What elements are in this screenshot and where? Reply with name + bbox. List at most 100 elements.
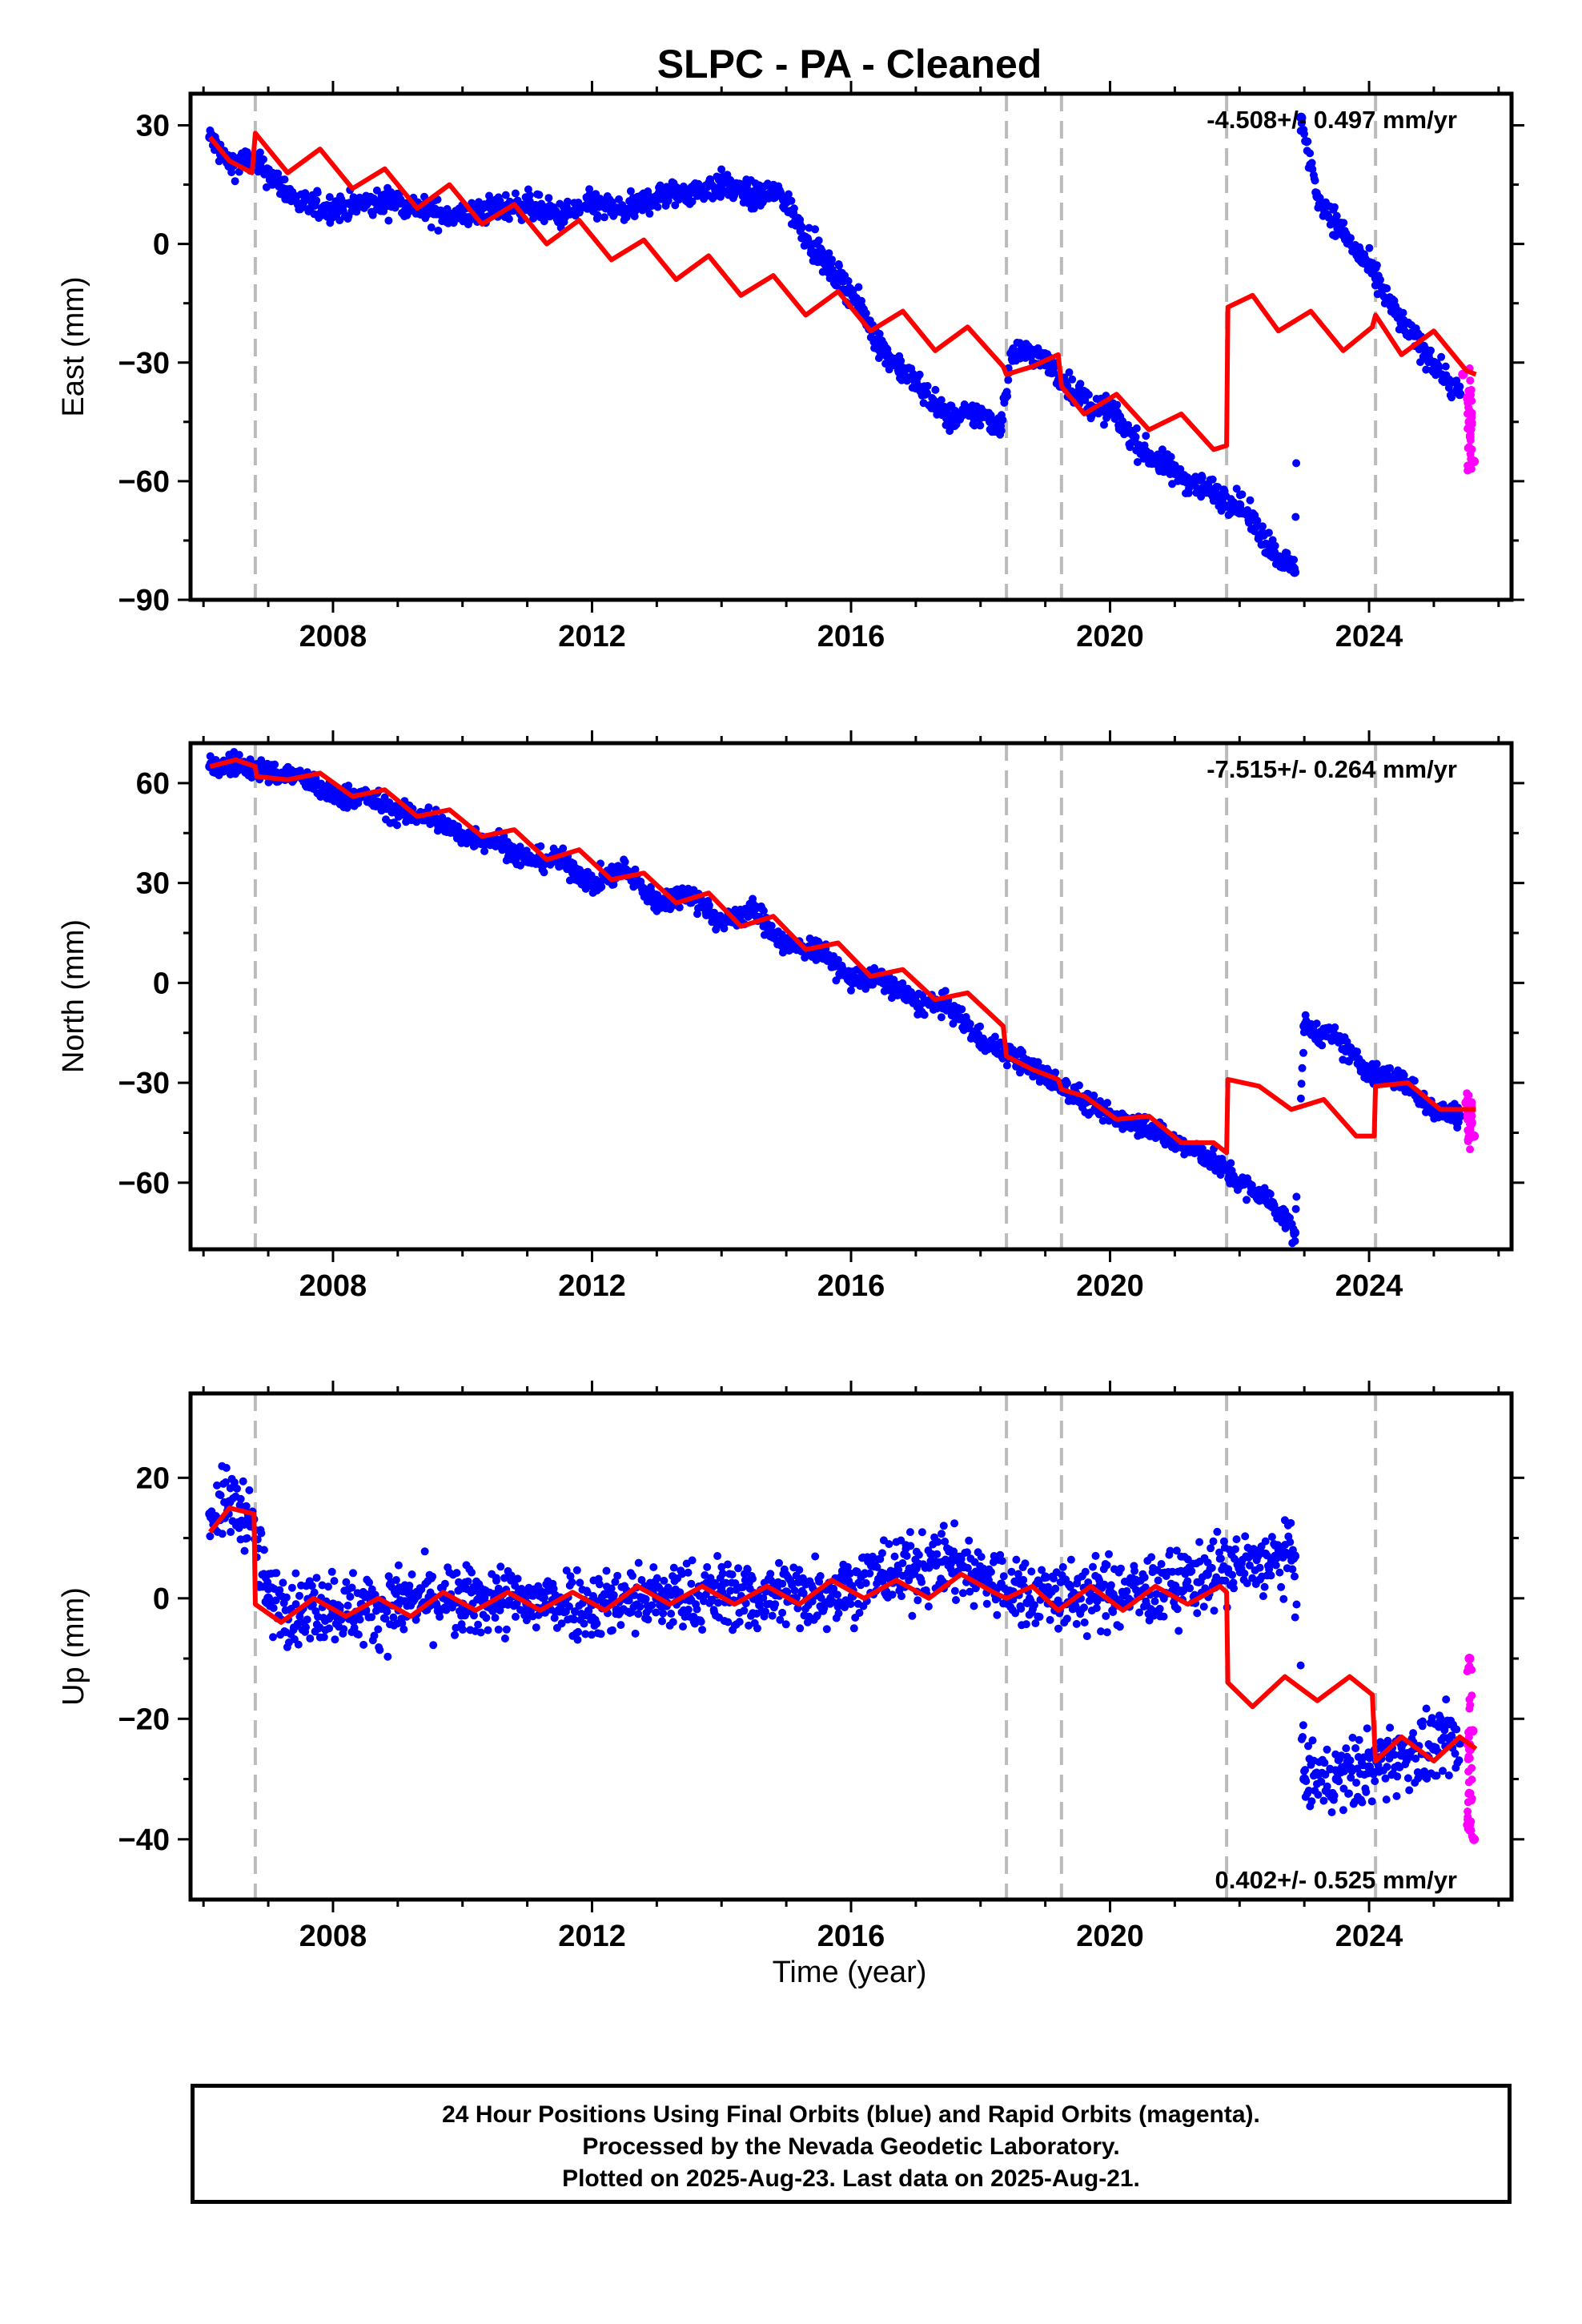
x-tick-label: 2008 bbox=[299, 620, 367, 653]
velocity-rate-label-up: 0.402+/- 0.525 mm/yr bbox=[1215, 1866, 1457, 1894]
y-tick-label: −40 bbox=[118, 1823, 170, 1857]
final-point bbox=[749, 904, 759, 915]
final-point bbox=[392, 195, 403, 206]
final-point bbox=[1331, 1774, 1342, 1784]
rapid-orbit-points-east bbox=[1463, 364, 1476, 475]
footer-line-2: Processed by the Nevada Geodetic Laborat… bbox=[582, 2133, 1120, 2160]
final-point bbox=[360, 199, 371, 210]
final-point bbox=[846, 975, 856, 985]
plot-area-north bbox=[205, 743, 1480, 1249]
final-point bbox=[846, 286, 856, 296]
y-tick-label: 20 bbox=[136, 1462, 170, 1495]
final-point bbox=[1235, 1563, 1245, 1574]
footer-line-1: 24 Hour Positions Using Final Orbits (bl… bbox=[442, 2101, 1260, 2128]
final-point bbox=[878, 975, 889, 985]
final-point bbox=[1396, 318, 1407, 328]
final-point bbox=[878, 345, 889, 356]
final-point bbox=[910, 1563, 921, 1574]
y-tick-label: 30 bbox=[136, 110, 170, 143]
final-point bbox=[1312, 191, 1323, 202]
final-point bbox=[684, 187, 694, 198]
final-point bbox=[522, 199, 532, 210]
plot-frame-up bbox=[188, 1391, 1514, 1902]
final-orbit-points-up bbox=[206, 1462, 1464, 1816]
final-point bbox=[1331, 1035, 1342, 1045]
final-point bbox=[1364, 1762, 1375, 1772]
final-point bbox=[1170, 1581, 1180, 1591]
final-point bbox=[1034, 349, 1044, 360]
final-point bbox=[652, 898, 662, 908]
final-point bbox=[749, 191, 759, 202]
y-tick-label: 60 bbox=[136, 767, 170, 801]
final-point bbox=[224, 1497, 235, 1507]
final-point bbox=[425, 207, 436, 218]
final-point bbox=[975, 1569, 986, 1579]
x-tick-label: 2012 bbox=[558, 1269, 626, 1303]
y-tick-label: 30 bbox=[136, 867, 170, 901]
final-point bbox=[295, 199, 306, 210]
final-point bbox=[1331, 219, 1342, 229]
final-point bbox=[587, 878, 597, 888]
model-fit-line-east bbox=[207, 131, 1477, 452]
final-orbit-points-north bbox=[206, 748, 1464, 1248]
final-point bbox=[587, 199, 597, 210]
final-point bbox=[1008, 345, 1018, 356]
y-tick-label: −90 bbox=[118, 584, 170, 617]
model-fit-line-up bbox=[207, 1506, 1478, 1763]
final-point bbox=[1290, 1228, 1300, 1238]
rapid-orbit-points-up bbox=[1463, 1662, 1476, 1840]
final-point bbox=[392, 808, 403, 818]
final-point bbox=[775, 187, 785, 198]
final-point bbox=[975, 1035, 986, 1045]
final-point bbox=[1299, 1021, 1310, 1031]
final-point bbox=[619, 207, 629, 218]
final-point bbox=[1105, 1587, 1115, 1598]
x-tick-label: 2016 bbox=[817, 1920, 885, 1953]
final-point bbox=[943, 1557, 954, 1567]
final-point bbox=[995, 420, 1006, 431]
final-point bbox=[717, 918, 727, 928]
final-point bbox=[490, 203, 500, 214]
footer-note-box: 24 Hour Positions Using Final Orbits (bl… bbox=[191, 2084, 1512, 2204]
final-point bbox=[910, 377, 921, 388]
x-tick-label: 2008 bbox=[299, 1269, 367, 1303]
plot-area-east bbox=[205, 94, 1480, 600]
x-tick-label: 2012 bbox=[558, 620, 626, 653]
y-tick-label: −20 bbox=[118, 1703, 170, 1736]
model-fit-line-north bbox=[209, 757, 1476, 1156]
final-point bbox=[555, 211, 565, 222]
y-tick-label: −60 bbox=[118, 1167, 170, 1200]
final-point bbox=[1267, 1197, 1277, 1208]
final-point bbox=[1235, 1177, 1245, 1188]
final-point bbox=[1428, 357, 1439, 368]
final-point bbox=[910, 998, 921, 1008]
final-point bbox=[327, 203, 338, 214]
final-point bbox=[1267, 543, 1277, 553]
y-tick-label: −60 bbox=[118, 465, 170, 499]
final-point bbox=[1296, 112, 1307, 123]
final-point bbox=[1364, 1068, 1375, 1078]
final-point bbox=[490, 834, 500, 845]
panel-north: 2008 2012 2016 2020 2024 60 30 0 −30 −60 North (mm… bbox=[57, 730, 1524, 1303]
final-point bbox=[1396, 1750, 1407, 1760]
final-point bbox=[794, 219, 805, 229]
final-point bbox=[652, 191, 662, 202]
y-tick-label: −30 bbox=[118, 1067, 170, 1100]
y-tick-label: 0 bbox=[153, 1582, 170, 1616]
panels: 2008 2012 2016 2020 2024 30 0 −30 −60 −90 East (mm… bbox=[57, 81, 1524, 1953]
y-tick-label: 0 bbox=[153, 228, 170, 262]
y-axis-title-up: Up (mm) bbox=[57, 1587, 90, 1706]
panel-east: 2008 2012 2016 2020 2024 30 0 −30 −60 −90 East (mm… bbox=[57, 81, 1524, 653]
x-axis-title: Time (year) bbox=[773, 1956, 927, 1989]
x-tick-label: 2016 bbox=[817, 620, 885, 653]
final-point bbox=[457, 211, 468, 222]
final-point bbox=[263, 167, 274, 178]
y-axis-title-north: North (mm) bbox=[57, 919, 90, 1073]
velocity-rate-label-north: -7.515+/- 0.264 mm/yr bbox=[1207, 755, 1457, 783]
final-point bbox=[781, 941, 792, 951]
figure-title: SLPC - PA - Cleaned bbox=[657, 42, 1042, 86]
panel-up: 2008 2012 2016 2020 2024 20 0 −20 −40 Up (mm) 0.40… bbox=[57, 1381, 1524, 1953]
final-point bbox=[1455, 1111, 1465, 1121]
x-tick-label: 2020 bbox=[1076, 1269, 1144, 1303]
